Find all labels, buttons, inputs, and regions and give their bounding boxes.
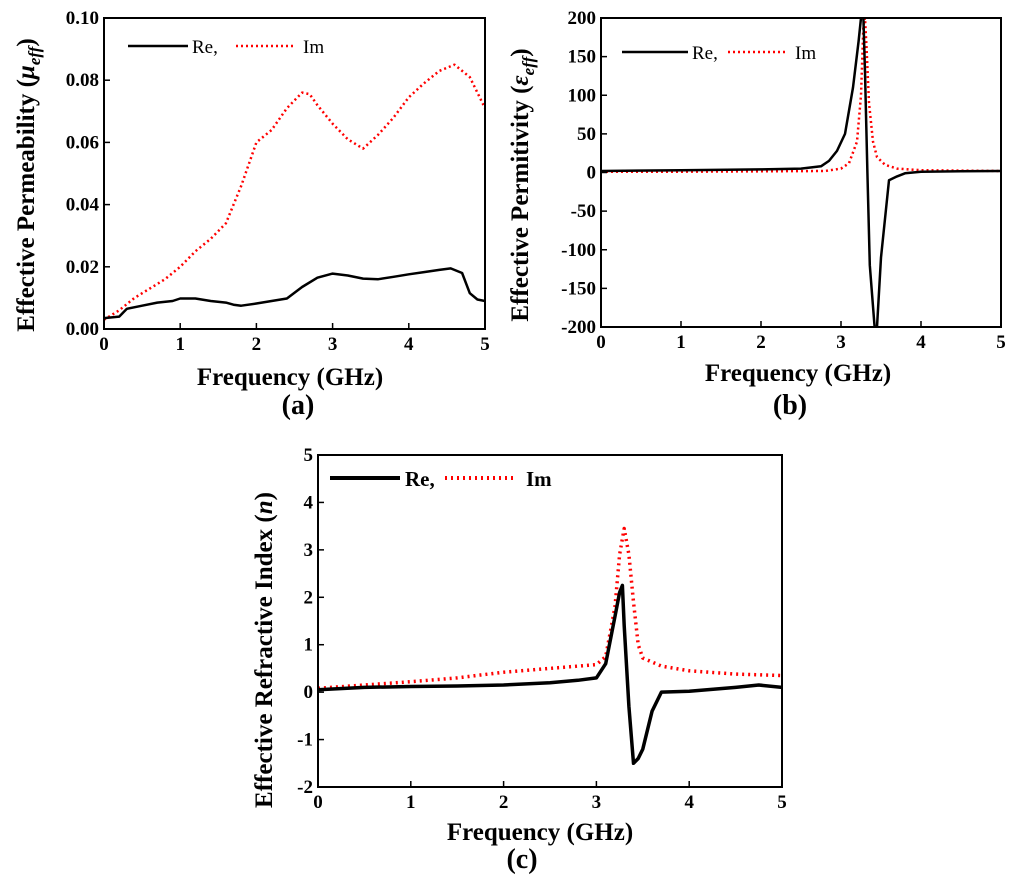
panel-c-x-tick-label: 0 bbox=[313, 792, 323, 813]
panel-c-series-im-line bbox=[318, 526, 782, 691]
panel-c-y-tick-label: -1 bbox=[297, 730, 313, 751]
panel-a-series-im-line bbox=[104, 63, 485, 321]
panel-b-x-tick-label: 5 bbox=[996, 332, 1006, 353]
panel-b-series-layer bbox=[601, 18, 1001, 327]
panel-c-y-title-symbol: n bbox=[251, 500, 278, 514]
panel-c-y-tick-label: 5 bbox=[304, 445, 314, 466]
panel-a-permeability: 0 1 2 3 4 5 0.00 0.02 0.04 0.06 0.08 0.10 Re, Im Fr… bbox=[13, 8, 490, 421]
panel-a-x-axis-title: Frequency (GHz) bbox=[197, 364, 383, 391]
panel-a-y-axis-title: Effective Permeability (μeff) bbox=[13, 38, 44, 331]
panel-c-y-axis-title: Effective Refractive Index (n) bbox=[251, 492, 278, 808]
panel-b-y-tick-label: -200 bbox=[561, 317, 596, 338]
panel-a-series-layer bbox=[104, 63, 485, 321]
panel-a-x-tick-label: 1 bbox=[175, 334, 185, 355]
panel-c-y-title-end: ) bbox=[251, 492, 278, 500]
panel-b-y-tick-label: 200 bbox=[568, 8, 597, 29]
panel-b-y-tick-label: 150 bbox=[568, 47, 597, 68]
panel-c-x-axis-title: Frequency (GHz) bbox=[447, 819, 633, 846]
panel-b-x-tick-label: 3 bbox=[836, 332, 846, 353]
panel-c-series-layer bbox=[318, 526, 782, 766]
panel-b-y-tick-label: 0 bbox=[587, 163, 597, 184]
panel-c-y-tick-label: 3 bbox=[304, 540, 314, 561]
panel-b-y-title-symbol: ε bbox=[507, 75, 534, 86]
panel-a-label: (a) bbox=[282, 390, 315, 421]
panel-a-ticks-layer: 0 1 2 3 4 5 0.00 0.02 0.04 0.06 0.08 0.10 bbox=[66, 8, 490, 355]
panel-a-legend-re-label: Re, bbox=[192, 37, 218, 58]
panel-a-y-tick-label: 0.02 bbox=[66, 257, 99, 278]
panel-b-y-tick-label: 100 bbox=[568, 85, 597, 106]
panel-b-x-axis-title: Frequency (GHz) bbox=[705, 360, 891, 387]
panel-c-x-tick-label: 5 bbox=[777, 792, 787, 813]
panel-b-y-title-sub: eff bbox=[519, 54, 538, 75]
panel-a-y-tick-label: 0.06 bbox=[66, 132, 99, 153]
panel-c-legend: Re, Im bbox=[330, 467, 552, 491]
panel-b-plot-frame bbox=[600, 17, 1002, 328]
panel-a-y-tick-label: 0.08 bbox=[66, 70, 99, 91]
panel-b-y-tick-label: -50 bbox=[571, 201, 596, 222]
panel-b-y-tick-label: -150 bbox=[561, 278, 596, 299]
panel-c-plot-frame bbox=[317, 454, 783, 788]
panel-b-series-im-line bbox=[601, 18, 1001, 173]
panel-a-series-re-line bbox=[104, 267, 485, 320]
panel-a-x-tick-label: 4 bbox=[404, 334, 414, 355]
panel-a-plot-frame bbox=[103, 17, 486, 330]
panel-a-y-title-end: ) bbox=[13, 38, 40, 46]
panel-a-y-tick-label: 0.10 bbox=[66, 8, 99, 29]
panel-b-permittivity: 0 1 2 3 4 5 -200 -150 -100 -50 0 50 100 150 200 Re, Im… bbox=[507, 8, 1006, 421]
panel-b-series-re-line bbox=[601, 18, 1001, 327]
panel-b-x-tick-label: 4 bbox=[916, 332, 926, 353]
panel-c-x-tick-label: 3 bbox=[592, 792, 602, 813]
panel-c-series-re-line bbox=[318, 583, 782, 766]
panel-c-legend-im-label: Im bbox=[526, 467, 552, 491]
panel-c-x-tick-label: 1 bbox=[406, 792, 416, 813]
panel-a-legend-im-label: Im bbox=[303, 37, 324, 58]
panel-c-ticks-layer: 0 1 2 3 4 5 -2 -1 0 1 2 3 4 5 bbox=[297, 445, 787, 813]
panel-b-y-tick-label: 50 bbox=[577, 124, 596, 145]
panel-c-y-tick-label: -2 bbox=[297, 777, 313, 798]
panel-b-y-title-end: ) bbox=[507, 48, 534, 56]
panel-a-legend: Re, Im bbox=[128, 37, 324, 58]
panel-c-y-tick-label: 4 bbox=[304, 492, 314, 513]
panel-a-x-tick-label: 5 bbox=[480, 334, 490, 355]
panel-a-y-tick-label: 0.04 bbox=[66, 195, 100, 216]
panel-c-y-tick-label: 1 bbox=[304, 635, 314, 656]
panel-b-x-tick-label: 0 bbox=[596, 332, 606, 353]
panel-a-x-tick-label: 2 bbox=[252, 334, 262, 355]
panel-b-x-tick-label: 1 bbox=[676, 332, 686, 353]
panel-c-y-title-main: Effective Refractive Index ( bbox=[251, 514, 278, 808]
panel-c-label: (c) bbox=[506, 844, 537, 875]
panel-b-x-tick-label: 2 bbox=[756, 332, 766, 353]
panel-b-y-tick-label: -100 bbox=[561, 240, 596, 261]
panel-c-legend-re-label: Re, bbox=[405, 467, 435, 491]
panel-b-legend-im-label: Im bbox=[795, 43, 816, 64]
panel-b-legend-re-label: Re, bbox=[692, 43, 718, 64]
panel-b-ticks-layer: 0 1 2 3 4 5 -200 -150 -100 -50 0 50 100 150 200 bbox=[561, 8, 1006, 353]
panel-c-x-tick-label: 4 bbox=[684, 792, 694, 813]
panel-a-x-tick-label: 0 bbox=[99, 334, 109, 355]
panel-b-label: (b) bbox=[773, 390, 807, 421]
panel-b-y-title-main: Effective Permitivity ( bbox=[507, 86, 534, 322]
panel-b-y-axis-title: Effective Permitivity (εeff) bbox=[507, 48, 538, 321]
panel-c-x-tick-label: 2 bbox=[499, 792, 509, 813]
panel-a-y-title-main: Effective Permeability ( bbox=[13, 79, 40, 332]
panel-c-y-tick-label: 2 bbox=[304, 587, 314, 608]
panel-a-x-tick-label: 3 bbox=[328, 334, 338, 355]
panel-b-legend: Re, Im bbox=[622, 43, 816, 64]
panel-c-y-tick-label: 0 bbox=[304, 682, 314, 703]
panel-a-y-title-symbol: μ bbox=[13, 65, 40, 81]
panel-a-y-tick-label: 0.00 bbox=[66, 319, 99, 340]
panel-a-y-title-sub: eff bbox=[25, 44, 44, 65]
